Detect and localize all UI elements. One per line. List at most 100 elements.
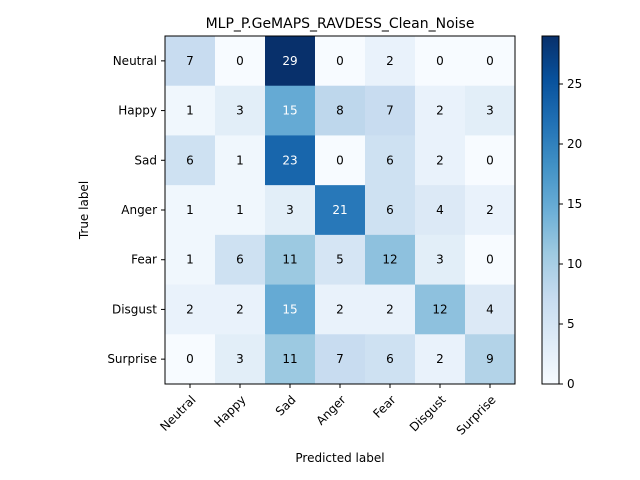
colorbar-tick-label: 5 [567, 317, 575, 331]
heatmap-cell-value: 2 [186, 302, 194, 316]
x-tick-label: Happy [211, 393, 248, 430]
heatmap-cell [315, 185, 366, 236]
y-tick-label: Disgust [112, 302, 157, 316]
heatmap-cell-value: 5 [336, 253, 344, 267]
heatmap-cell [365, 85, 416, 136]
heatmap-cell-value: 1 [186, 253, 194, 267]
y-tick-label: Sad [134, 153, 157, 167]
heatmap-cell [265, 234, 316, 286]
heatmap-cell [315, 334, 366, 385]
heatmap-cell-value: 3 [486, 104, 494, 118]
heatmap-cell-value: 0 [336, 153, 344, 167]
heatmap-cell [265, 135, 316, 186]
heatmap-cell-value: 7 [386, 104, 394, 118]
heatmap-cell-value: 0 [486, 153, 494, 167]
heatmap-cell [315, 36, 366, 87]
heatmap-cell [415, 334, 466, 385]
heatmap-cell [415, 185, 466, 236]
heatmap-cell-value: 4 [486, 302, 494, 316]
heatmap-cell-value: 3 [286, 203, 294, 217]
colorbar-tick-label: 10 [567, 257, 582, 271]
heatmap-cell-value: 1 [186, 203, 194, 217]
colorbar-tick-label: 0 [567, 377, 575, 391]
heatmap-cell-value: 0 [186, 352, 194, 366]
heatmap-cell-value: 0 [236, 54, 244, 68]
heatmap-cell-value: 1 [236, 153, 244, 167]
heatmap-cell [465, 334, 516, 385]
heatmap-cell [165, 185, 216, 236]
heatmap-cell-value: 2 [386, 302, 394, 316]
heatmap-cell [265, 334, 316, 385]
heatmap-cell-labels: 7 0 29 0 2 0 01 3 15 8 7 2 36 1 23 0 6 2 01 1 3 21 6 4 21 6 11 5 12 3… [186, 54, 494, 366]
heatmap-cell-value: 4 [436, 203, 444, 217]
y-axis-title: True label [77, 181, 91, 240]
colorbar-ticks: 0 5 10 15 20 25 [559, 77, 582, 391]
y-tick-label: Surprise [107, 352, 157, 366]
heatmap-cell-value: 2 [336, 302, 344, 316]
x-tick-label: Anger [313, 393, 348, 428]
heatmap-cell [415, 284, 466, 335]
x-tick-label: Surprise [454, 393, 499, 438]
heatmap-cell-value: 6 [386, 352, 394, 366]
heatmap-cell [265, 284, 316, 335]
heatmap-cell-value: 2 [436, 104, 444, 118]
heatmap-cell [265, 36, 316, 87]
heatmap-cell [215, 234, 266, 286]
heatmap-cell-value: 7 [336, 352, 344, 366]
heatmap-cell [215, 185, 266, 236]
x-tick-label: Disgust [407, 392, 449, 434]
heatmap-cell [165, 334, 216, 385]
colorbar-tick-label: 15 [567, 197, 582, 211]
heatmap-cell-value: 11 [282, 352, 297, 366]
heatmap-cell [365, 185, 416, 236]
heatmap-cell-value: 3 [436, 253, 444, 267]
chart-title: MLP_P.GeMAPS_RAVDESS_Clean_Noise [206, 16, 475, 32]
heatmap-cell [415, 36, 466, 87]
heatmap-cell-value: 7 [186, 54, 194, 68]
x-tick-label: Sad [273, 393, 299, 419]
heatmap-cell [365, 234, 416, 286]
heatmap-cell [315, 284, 366, 335]
heatmap-cell-value: 0 [336, 54, 344, 68]
heatmap-cell [215, 135, 266, 186]
heatmap-cell-value: 9 [486, 352, 494, 366]
heatmap-cell-value: 15 [282, 302, 297, 316]
heatmap-cell [365, 284, 416, 335]
heatmap-cell-value: 2 [436, 352, 444, 366]
heatmap-cell [315, 234, 366, 286]
x-tick-label: Neutral [157, 393, 198, 434]
heatmap-cell-value: 2 [236, 302, 244, 316]
heatmap-cell [165, 85, 216, 136]
heatmap-cell [465, 185, 516, 236]
heatmap-cell [365, 334, 416, 385]
heatmap-cell-value: 2 [386, 54, 394, 68]
heatmap-cell [465, 135, 516, 186]
heatmap-cell [165, 234, 216, 286]
y-tick-label: Anger [121, 203, 157, 217]
heatmap-cell [415, 85, 466, 136]
heatmap-cell [465, 85, 516, 136]
heatmap-cell [265, 185, 316, 236]
heatmap-cell-value: 0 [486, 253, 494, 267]
heatmap-cell-value: 11 [282, 253, 297, 267]
y-axis-ticks: Neutral Happy Sad Anger Fear Disgust Surprise [107, 54, 165, 366]
heatmap-cells [165, 36, 516, 385]
heatmap-cell-value: 0 [436, 54, 444, 68]
heatmap-cell [315, 135, 366, 186]
heatmap-cell [215, 334, 266, 385]
heatmap-cell-value: 6 [386, 153, 394, 167]
heatmap-cell [215, 284, 266, 335]
heatmap-cell [265, 85, 316, 136]
x-axis-ticks: Neutral Happy Sad Anger Fear Disgust Surprise [157, 384, 499, 438]
heatmap-cell [165, 135, 216, 186]
heatmap-cell-value: 12 [382, 253, 397, 267]
heatmap-cell [165, 36, 216, 87]
x-tick-label: Fear [370, 393, 398, 421]
heatmap-cell-value: 8 [336, 104, 344, 118]
heatmap-cell-value: 1 [236, 203, 244, 217]
x-axis-title: Predicted label [295, 451, 384, 465]
heatmap-cell-value: 21 [332, 203, 347, 217]
y-tick-label: Neutral [113, 54, 157, 68]
heatmap-cell-value: 6 [386, 203, 394, 217]
